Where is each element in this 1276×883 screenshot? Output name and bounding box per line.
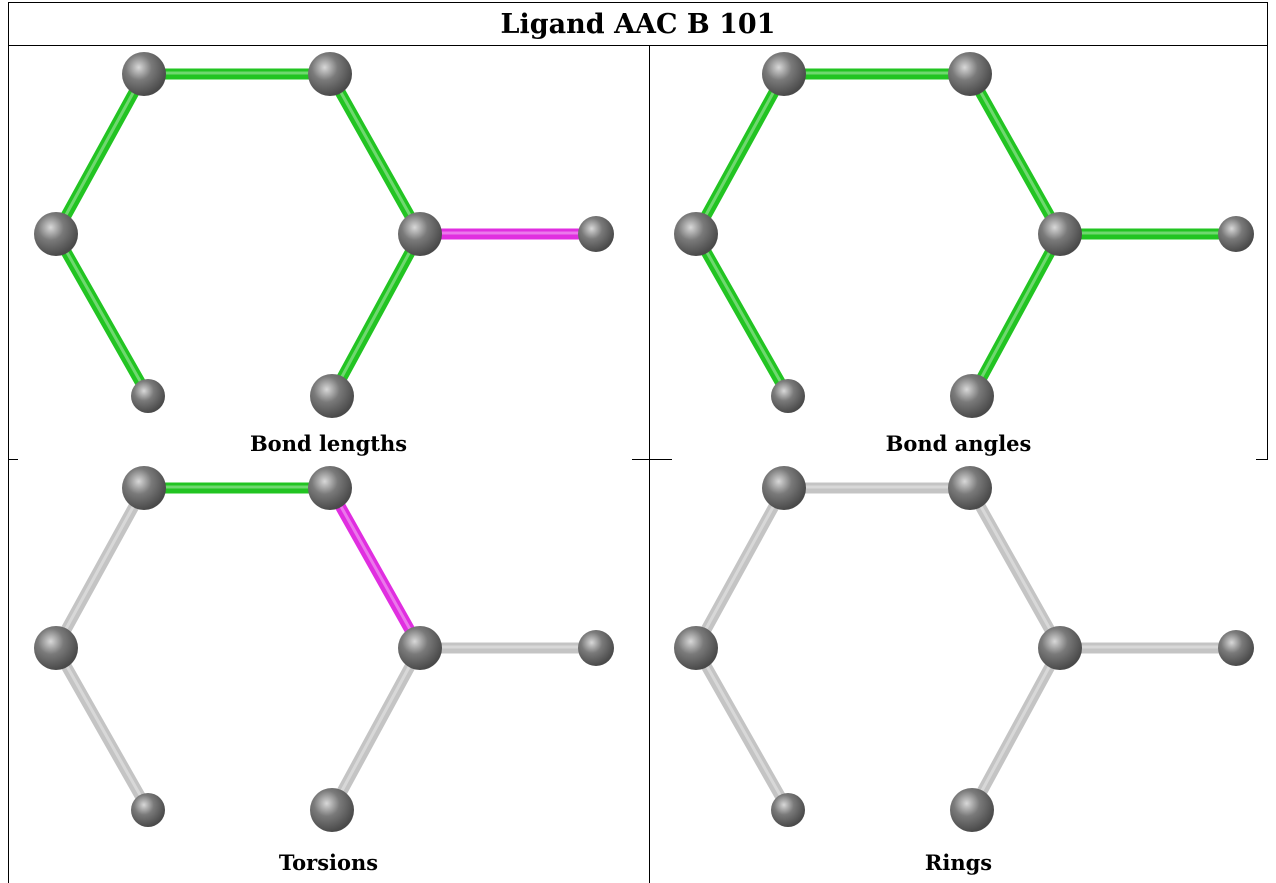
bond-highlight xyxy=(330,73,420,233)
bond-highlight xyxy=(56,233,148,395)
bond-highlight xyxy=(56,487,144,647)
bond-highlight xyxy=(332,647,420,809)
atom xyxy=(771,379,805,413)
panel-caption: Bond lengths xyxy=(8,431,649,456)
bond-highlight xyxy=(332,233,420,395)
figure-title: Ligand AAC B 101 xyxy=(8,2,1268,46)
atom xyxy=(34,626,78,670)
bond-highlight xyxy=(696,73,784,233)
panel-caption: Torsions xyxy=(8,850,649,875)
atom xyxy=(578,216,614,252)
atom xyxy=(398,626,442,670)
atom xyxy=(308,466,352,510)
atom xyxy=(310,788,354,832)
atom xyxy=(950,374,994,418)
atom xyxy=(131,379,165,413)
atom xyxy=(762,52,806,96)
atom xyxy=(1038,626,1082,670)
atom xyxy=(1218,630,1254,666)
panel-torsions: Torsions xyxy=(8,460,649,883)
bond-highlight xyxy=(696,233,788,395)
atom xyxy=(950,788,994,832)
panel-bond-angles: Bond angles xyxy=(649,46,1268,459)
atom xyxy=(1038,212,1082,256)
panel-caption: Rings xyxy=(649,850,1268,875)
molecule-torsions xyxy=(8,460,649,883)
atom xyxy=(762,466,806,510)
bond-highlight xyxy=(972,233,1060,395)
molecule-bond-lengths xyxy=(8,46,649,459)
atom xyxy=(122,52,166,96)
atom xyxy=(674,626,718,670)
bond-highlight xyxy=(696,647,788,809)
atom xyxy=(1218,216,1254,252)
atom xyxy=(948,52,992,96)
molecule-rings xyxy=(649,460,1268,883)
bond-highlight xyxy=(330,487,420,647)
panel-caption: Bond angles xyxy=(649,431,1268,456)
bond-highlight xyxy=(696,487,784,647)
atom xyxy=(308,52,352,96)
atom xyxy=(771,793,805,827)
figure-frame: Ligand AAC B 101 Bond lengths Bond angle… xyxy=(8,2,1268,883)
atom xyxy=(578,630,614,666)
bond-highlight xyxy=(972,647,1060,809)
panel-rings: Rings xyxy=(649,460,1268,883)
bond-highlight xyxy=(970,73,1060,233)
bond-highlight xyxy=(56,73,144,233)
bond-highlight xyxy=(56,647,148,809)
bond-highlight xyxy=(970,487,1060,647)
atom xyxy=(948,466,992,510)
atom xyxy=(122,466,166,510)
molecule-bond-angles xyxy=(649,46,1268,459)
atom xyxy=(310,374,354,418)
panel-bond-lengths: Bond lengths xyxy=(8,46,649,459)
atom xyxy=(34,212,78,256)
atom xyxy=(398,212,442,256)
atom xyxy=(674,212,718,256)
atom xyxy=(131,793,165,827)
